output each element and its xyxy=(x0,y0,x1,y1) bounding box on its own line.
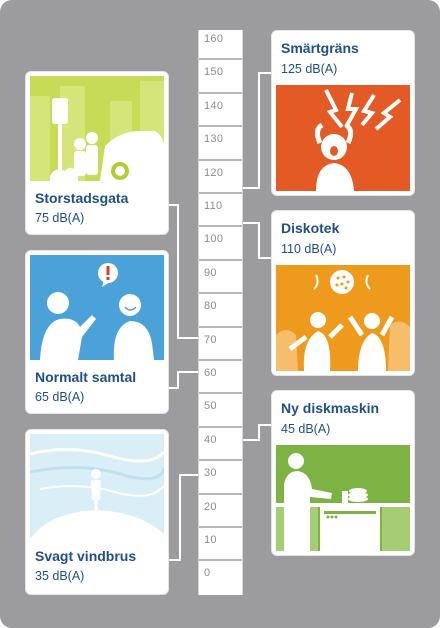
tick-label-110: 110 xyxy=(204,200,223,212)
tick-line xyxy=(199,225,242,228)
tick-line xyxy=(199,158,242,161)
card-diskotek: Diskotek 110 dB(A) xyxy=(272,211,414,375)
tick-label-80: 80 xyxy=(204,300,217,313)
vindbrus-level: 35 dB(A) xyxy=(35,569,85,583)
card-vindbrus: Svagt vindbrus 35 dB(A) xyxy=(26,430,168,594)
tick-label-10: 10 xyxy=(204,534,217,546)
storstadsgata-title: Storstadsgata xyxy=(35,190,129,206)
tick-line xyxy=(199,359,242,361)
diskotek-title: Diskotek xyxy=(281,220,340,236)
tick-label-60: 60 xyxy=(204,367,217,379)
tick-line xyxy=(199,58,242,61)
tick-label-30: 30 xyxy=(204,467,217,480)
pain-illustration xyxy=(276,85,410,191)
tick-label-140: 140 xyxy=(204,99,224,112)
diskmaskin-title: Ny diskmaskin xyxy=(281,400,380,416)
smartgrans-level: 125 dB(A) xyxy=(281,62,338,76)
diskotek-level: 110 dB(A) xyxy=(281,242,337,256)
tick-line xyxy=(199,459,242,462)
tick-label-20: 20 xyxy=(204,500,217,513)
tick-label-50: 50 xyxy=(204,400,217,413)
tick-line xyxy=(199,91,242,94)
conversation-illustration xyxy=(30,255,164,360)
street-illustration xyxy=(30,76,164,181)
tick-label-160: 160 xyxy=(204,33,224,45)
tick-line xyxy=(199,192,242,194)
tick-label-130: 130 xyxy=(204,133,224,146)
tick-line xyxy=(199,292,242,295)
card-smartgrans: Smärtgräns 125 dB(A) xyxy=(272,31,414,195)
tick-label-150: 150 xyxy=(204,66,224,79)
tick-line xyxy=(199,425,242,428)
diskmaskin-level: 45 dB(A) xyxy=(281,422,331,436)
storstadsgata-level: 75 dB(A) xyxy=(35,211,85,225)
card-diskmaskin: Ny diskmaskin 45 dB(A) xyxy=(272,391,414,555)
wind-illustration xyxy=(30,434,164,539)
tick-line xyxy=(199,392,242,395)
tick-label-0: 0 xyxy=(204,567,211,580)
vindbrus-title: Svagt vindbrus xyxy=(35,548,137,564)
tick-label-40: 40 xyxy=(204,433,217,446)
tick-line xyxy=(199,559,242,562)
tick-line xyxy=(199,492,242,495)
disco-illustration xyxy=(276,265,410,371)
tick-line xyxy=(199,325,242,328)
samtal-level: 65 dB(A) xyxy=(35,390,85,404)
samtal-title: Normalt samtal xyxy=(35,369,137,385)
card-samtal: Normalt samtal 65 dB(A) xyxy=(26,251,168,413)
tick-line xyxy=(199,258,242,261)
tick-label-70: 70 xyxy=(204,333,217,346)
decibel-ruler: 160 150 140 130 120 110 100 90 80 70 60 50 40 30 20 10 0 xyxy=(198,30,243,595)
smartgrans-title: Smärtgräns xyxy=(281,40,359,56)
dishwasher-illustration xyxy=(276,445,410,551)
tick-line xyxy=(199,125,242,128)
tick-label-120: 120 xyxy=(204,166,224,179)
tick-label-90: 90 xyxy=(204,266,217,279)
tick-label-100: 100 xyxy=(204,233,224,246)
card-storstadsgata: Storstadsgata 75 dB(A) xyxy=(26,72,168,234)
tick-line xyxy=(199,526,242,528)
